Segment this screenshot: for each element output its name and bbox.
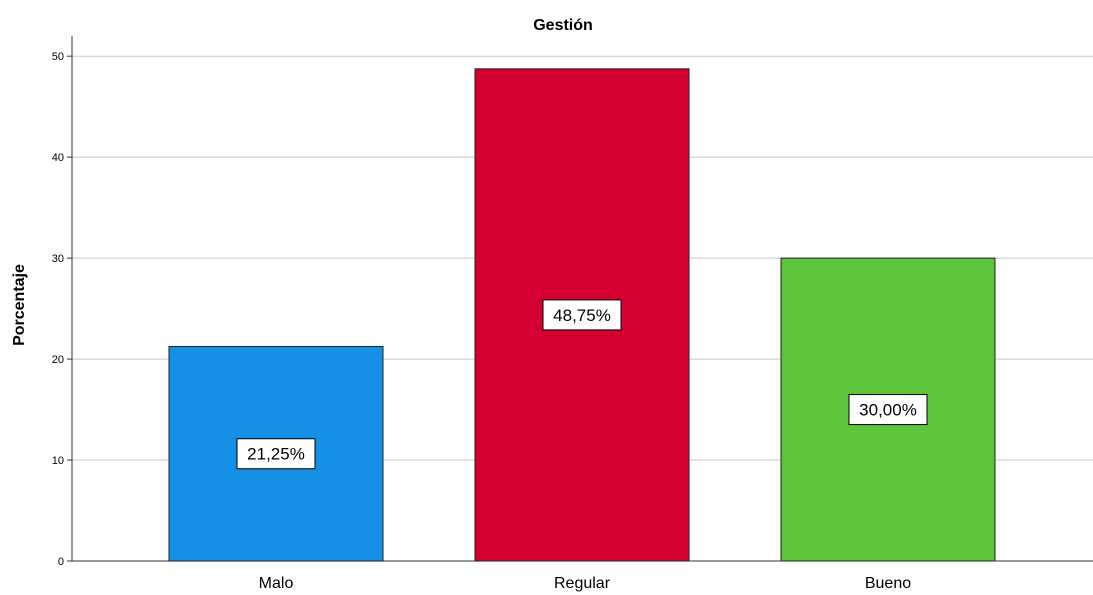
- data-label-box: [848, 394, 928, 426]
- y-tick-label: 40: [52, 152, 64, 164]
- x-tick-label: Regular: [554, 575, 611, 592]
- y-axis-label: Porcentaje: [11, 264, 28, 346]
- y-tick-label: 10: [52, 455, 64, 467]
- data-label-box: [542, 299, 622, 331]
- y-tick-label: 50: [52, 51, 64, 63]
- data-label: 48,75%: [553, 306, 611, 325]
- chart-title: Gestión: [533, 17, 593, 34]
- y-ticks: 0 10 20 30 40 50: [52, 51, 72, 568]
- y-tick-label: 20: [52, 354, 64, 366]
- y-tick-label: 0: [58, 556, 64, 568]
- x-tick-label: Bueno: [865, 575, 911, 592]
- data-label: 21,25%: [247, 445, 305, 464]
- data-labels: 21,25% 48,75% 30,00%: [236, 299, 928, 470]
- x-tick-label: Malo: [259, 575, 294, 592]
- data-label: 30,00%: [859, 401, 917, 420]
- y-tick-label: 30: [52, 253, 64, 265]
- data-label-box: [236, 438, 316, 470]
- x-ticks: Malo Regular Bueno: [259, 575, 912, 592]
